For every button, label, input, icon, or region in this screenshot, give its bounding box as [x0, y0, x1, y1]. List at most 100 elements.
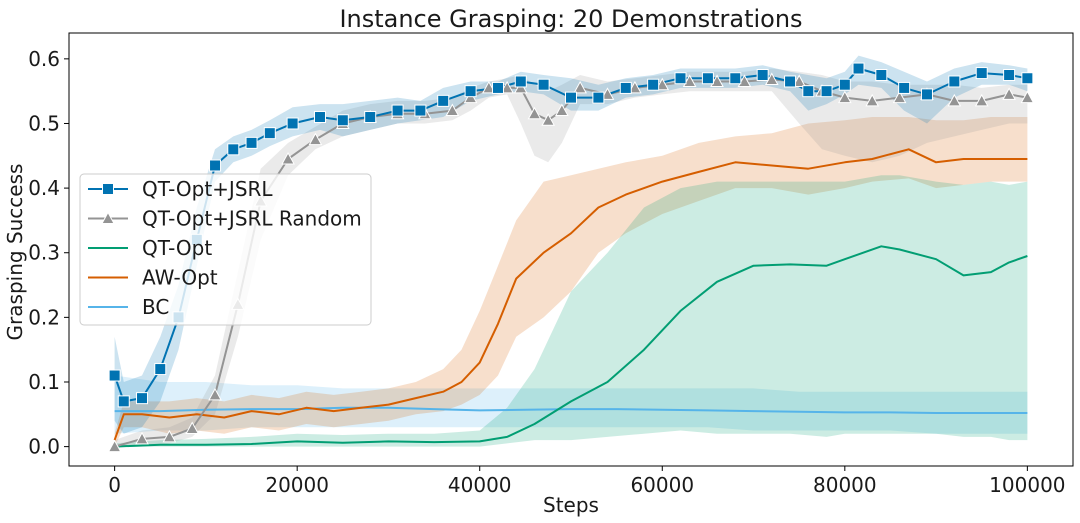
legend: QT-Opt+JSRL QT-Opt+JSRL Random QT-Opt AW-Op… — [79, 173, 372, 326]
series-lines — [113, 67, 1028, 448]
point-series-1 — [555, 103, 569, 117]
point-series-1 — [837, 90, 852, 104]
point-series-0 — [701, 72, 714, 85]
point-series-0 — [948, 75, 961, 88]
point-series-1 — [1020, 90, 1035, 104]
point-series-0 — [414, 104, 427, 117]
band-series-3 — [114, 117, 1028, 447]
y-tick-label: 0.6 — [28, 47, 60, 71]
legend-label-0: QT-Opt+JSRL — [142, 177, 273, 201]
point-series-0 — [802, 85, 815, 98]
y-tick-label: 0.4 — [28, 176, 60, 200]
x-tick-label: 0 — [108, 473, 121, 497]
point-series-1 — [974, 93, 989, 107]
point-series-0 — [336, 114, 349, 127]
plot-frame — [68, 32, 1074, 467]
point-series-1 — [308, 132, 323, 146]
point-series-1 — [764, 72, 779, 86]
point-series-0 — [514, 75, 527, 88]
point-series-0 — [875, 69, 888, 82]
point-series-0 — [364, 111, 377, 124]
y-axis-ticks: 0.0 0.1 0.2 0.3 0.4 0.5 0.6 — [28, 47, 69, 459]
x-tick-label: 80000 — [813, 473, 877, 497]
point-series-0 — [437, 94, 450, 107]
point-series-0 — [920, 88, 933, 101]
point-series-1 — [541, 113, 556, 126]
point-series-0 — [209, 159, 222, 172]
line-series-2 — [114, 245, 1028, 448]
point-series-0 — [898, 81, 911, 94]
y-tick-label: 0.3 — [28, 241, 60, 265]
point-series-0 — [1003, 69, 1016, 82]
point-series-0 — [852, 62, 865, 75]
point-series-0 — [136, 392, 149, 405]
x-tick-label: 20000 — [265, 473, 329, 497]
point-series-1 — [628, 80, 642, 94]
legend-frame — [79, 173, 372, 326]
point-series-0 — [286, 117, 299, 130]
point-series-1 — [573, 80, 587, 94]
legend-label-2: QT-Opt — [142, 236, 212, 260]
line-series-3 — [113, 148, 1028, 441]
point-series-0 — [565, 91, 577, 104]
legend-label-4: BC — [142, 295, 169, 319]
point-series-1 — [185, 421, 200, 435]
point-series-0 — [263, 127, 276, 140]
band-series-0 — [114, 55, 1028, 434]
point-series-0 — [756, 69, 769, 82]
point-series-1 — [500, 80, 514, 94]
point-series-1 — [445, 103, 460, 117]
point-series-0 — [619, 81, 632, 94]
band-series-2 — [114, 175, 1028, 447]
point-series-1 — [527, 106, 542, 120]
point-series-1 — [281, 151, 295, 165]
point-series-0 — [975, 67, 988, 80]
x-axis-label: Steps — [543, 493, 599, 517]
point-series-1 — [482, 80, 496, 94]
legend-label-1: QT-Opt+JSRL Random — [142, 207, 362, 231]
line-series-4 — [114, 406, 1028, 414]
point-series-0 — [108, 369, 121, 382]
point-series-1 — [162, 429, 177, 443]
point-series-0 — [464, 85, 477, 98]
band-series-4 — [114, 375, 1028, 434]
x-tick-label: 40000 — [448, 473, 512, 497]
point-series-1 — [792, 74, 807, 87]
point-series-0 — [391, 104, 404, 117]
y-tick-label: 0.2 — [28, 305, 60, 329]
legend-marker-0 — [102, 183, 114, 195]
point-series-0 — [820, 85, 833, 98]
point-series-0 — [784, 75, 797, 88]
y-tick-label: 0.0 — [28, 435, 60, 459]
point-series-0 — [838, 78, 851, 91]
y-tick-label: 0.1 — [28, 370, 60, 394]
point-series-1 — [135, 431, 149, 445]
x-tick-label: 100000 — [989, 473, 1065, 497]
point-series-0 — [314, 111, 326, 124]
point-series-0 — [729, 72, 742, 85]
point-series-0 — [592, 91, 605, 104]
point-series-1 — [600, 87, 615, 100]
point-series-1 — [947, 93, 962, 107]
point-series-0 — [647, 78, 660, 91]
point-series-1 — [208, 387, 222, 401]
point-series-0 — [674, 72, 687, 85]
point-series-1 — [655, 77, 670, 91]
point-series-0 — [1021, 72, 1034, 85]
y-tick-label: 0.5 — [28, 111, 60, 135]
point-series-0 — [117, 395, 130, 408]
legend-marker-1 — [101, 211, 115, 224]
y-axis-label: Grasping Success — [3, 164, 27, 341]
point-series-1 — [737, 74, 752, 87]
series-markers — [107, 62, 1035, 453]
legend-label-3: AW-Opt — [142, 266, 218, 290]
x-axis-ticks: 0 20000 40000 60000 80000 100000 — [108, 466, 1066, 497]
chart-title: Instance Grasping: 20 Demonstrations — [339, 5, 802, 33]
point-series-1 — [1002, 87, 1016, 100]
point-series-0 — [154, 363, 167, 376]
x-tick-label: 60000 — [630, 473, 694, 497]
point-series-1 — [710, 74, 724, 87]
point-series-1 — [865, 93, 880, 107]
point-series-0 — [227, 143, 240, 156]
